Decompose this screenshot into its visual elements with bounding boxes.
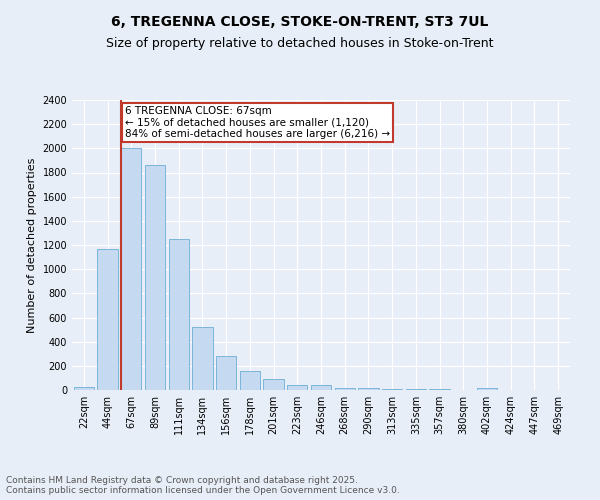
Bar <box>263 378 284 390</box>
Text: 6, TREGENNA CLOSE, STOKE-ON-TRENT, ST3 7UL: 6, TREGENNA CLOSE, STOKE-ON-TRENT, ST3 7… <box>112 15 488 29</box>
Bar <box>121 148 142 390</box>
Bar <box>358 388 379 390</box>
Y-axis label: Number of detached properties: Number of detached properties <box>27 158 37 332</box>
Bar <box>335 388 355 390</box>
Bar <box>311 384 331 390</box>
Bar <box>477 388 497 390</box>
Text: Contains HM Land Registry data © Crown copyright and database right 2025.
Contai: Contains HM Land Registry data © Crown c… <box>6 476 400 495</box>
Text: Size of property relative to detached houses in Stoke-on-Trent: Size of property relative to detached ho… <box>106 38 494 51</box>
Bar <box>216 356 236 390</box>
Bar <box>145 165 165 390</box>
Bar <box>193 327 212 390</box>
Text: 6 TREGENNA CLOSE: 67sqm
← 15% of detached houses are smaller (1,120)
84% of semi: 6 TREGENNA CLOSE: 67sqm ← 15% of detache… <box>125 106 390 139</box>
Bar <box>382 389 402 390</box>
Bar <box>287 384 307 390</box>
Bar <box>97 248 118 390</box>
Bar <box>240 372 260 390</box>
Bar <box>74 387 94 390</box>
Bar <box>169 239 189 390</box>
